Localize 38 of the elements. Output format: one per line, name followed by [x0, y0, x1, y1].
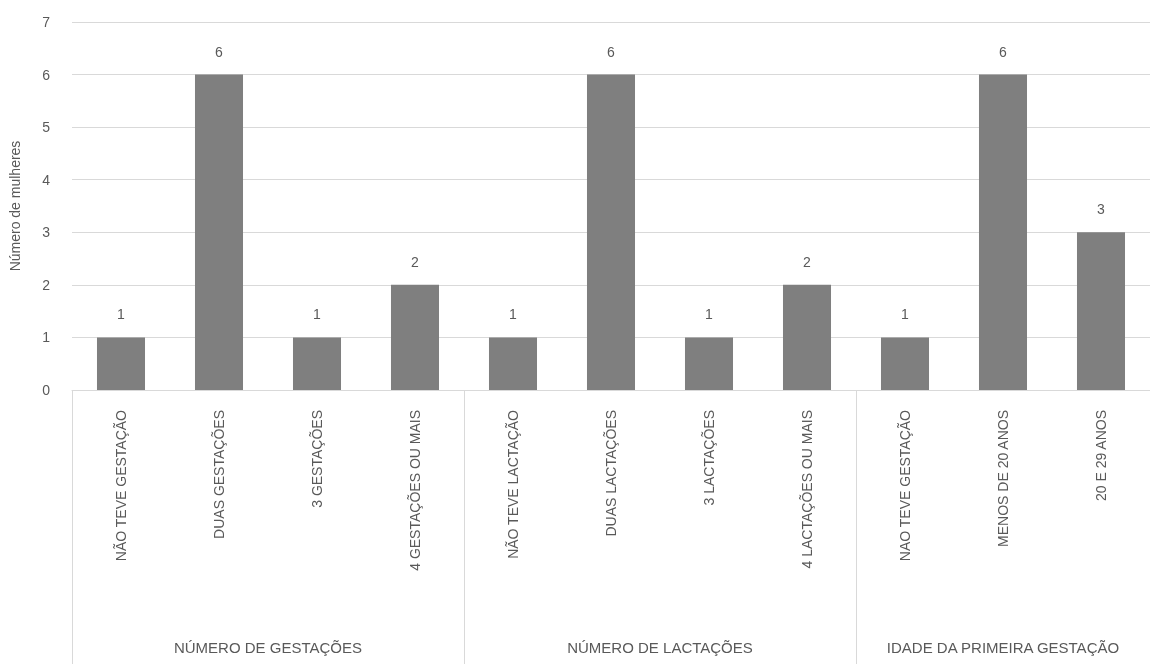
x-tick-label: 4 LACTAÇÕES OU MAIS: [799, 410, 815, 569]
y-tick-label: 7: [42, 14, 51, 30]
y-tick-label: 1: [42, 329, 51, 346]
data-label: 3: [1097, 201, 1106, 218]
x-tick-label: MENOS DE 20 ANOS: [995, 410, 1011, 547]
x-axis-title: NÚMERO DE LACTAÇÕES: [567, 639, 753, 656]
bar: [292, 337, 342, 390]
y-tick-label: 3: [42, 224, 51, 241]
data-label: 1: [705, 306, 714, 323]
x-axis-title: IDADE DA PRIMEIRA GESTAÇÃO: [886, 639, 1120, 656]
y-axis-title: Número de mulheres: [7, 140, 23, 272]
x-tick-label: 20 E 29 ANOS: [1093, 410, 1109, 502]
data-label: 6: [215, 43, 224, 60]
bar: [194, 74, 244, 390]
x-tick-label: DUAS GESTAÇÕES: [211, 410, 227, 539]
bar: [390, 284, 440, 390]
y-tick-label: 5: [42, 119, 51, 136]
data-label: 1: [313, 306, 322, 323]
y-tick-label: 4: [42, 171, 51, 188]
y-tick-label: 0: [42, 382, 51, 398]
data-label: 6: [999, 43, 1008, 60]
data-label: 1: [901, 306, 910, 323]
x-tick-label: 4 GESTAÇÕES OU MAIS: [407, 410, 423, 571]
y-tick-label: 6: [42, 66, 51, 83]
x-tick-label: DUAS LACTAÇÕES: [603, 410, 619, 537]
x-tick-label: 3 GESTAÇÕES: [309, 410, 325, 508]
x-axis-title: NÚMERO DE GESTAÇÕES: [173, 639, 363, 656]
data-label: 6: [607, 43, 616, 60]
x-tick-label: NAO TEVE GESTAÇÃO: [897, 409, 913, 562]
data-label: 1: [509, 306, 518, 323]
x-tick-label: NÃO TEVE LACTAÇÃO: [505, 409, 521, 559]
data-label: 1: [117, 306, 126, 323]
data-label: 2: [411, 253, 420, 270]
x-tick-label: NÃO TEVE GESTAÇÃO: [113, 409, 129, 562]
x-tick-label: 3 LACTAÇÕES: [701, 410, 717, 506]
bar: [96, 337, 146, 390]
data-label: 2: [803, 253, 812, 270]
y-tick-label: 2: [42, 276, 51, 293]
